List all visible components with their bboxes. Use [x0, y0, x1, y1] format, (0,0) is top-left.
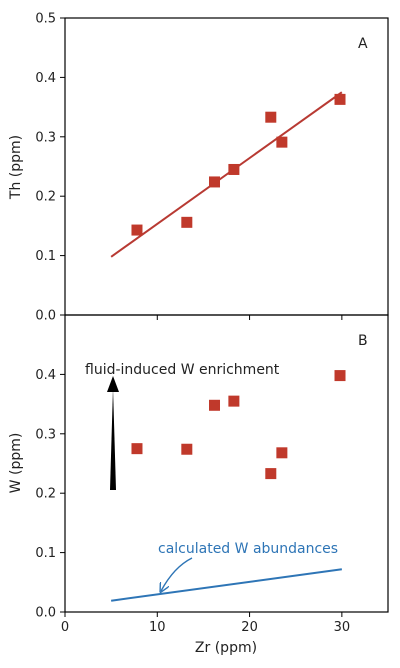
y-tick-label: 0.4 — [35, 368, 56, 383]
x-tick-label: 10 — [149, 620, 166, 635]
calculated-pointer-arrow — [161, 557, 193, 591]
panel-b-y-axis-label: W (ppm) — [8, 433, 24, 494]
y-tick-label: 0.3 — [35, 427, 56, 442]
panel-b-label: B — [358, 333, 368, 349]
x-tick-label: 0 — [61, 620, 69, 635]
y-tick-label: 0.2 — [35, 190, 56, 205]
panel-b-x-ticks: 0 10 20 30 — [61, 612, 350, 635]
data-point — [181, 216, 193, 228]
panel-b-frame — [64, 314, 389, 613]
data-point — [228, 395, 240, 407]
data-point — [265, 111, 277, 123]
enrichment-arrowhead — [107, 376, 119, 392]
x-tick-label: 20 — [241, 620, 258, 635]
enrichment-arrow — [110, 388, 116, 490]
enrichment-annotation: fluid-induced W enrichment — [85, 362, 280, 378]
data-point — [276, 136, 288, 148]
y-tick-label: 0.4 — [35, 71, 56, 86]
data-point — [265, 468, 277, 480]
y-tick-label: 0.0 — [35, 606, 56, 621]
fit-line — [110, 91, 343, 258]
panel-b-points — [131, 370, 346, 480]
y-tick-label: 0.5 — [35, 12, 56, 27]
data-point — [228, 163, 240, 175]
y-tick-label: 0.3 — [35, 130, 56, 145]
y-tick-label: 0.1 — [35, 249, 56, 264]
y-tick-label: 0.0 — [35, 309, 56, 324]
data-point — [209, 176, 221, 188]
data-point — [131, 224, 143, 236]
data-point — [209, 399, 221, 411]
calculated-w-line — [111, 568, 342, 602]
panel-a-frame — [64, 17, 389, 316]
panel-b-y-ticks: 0.0 0.1 0.2 0.3 0.4 — [35, 368, 65, 621]
panel-a-y-axis-label: Th (ppm) — [8, 135, 24, 200]
calculated-annotation: calculated W abundances — [158, 541, 338, 557]
y-tick-label: 0.2 — [35, 487, 56, 502]
panel-a: 0.0 0.1 0.2 0.3 0.4 0.5 A Th (ppm) — [8, 12, 389, 324]
panel-a-y-ticks: 0.0 0.1 0.2 0.3 0.4 0.5 — [35, 12, 65, 324]
data-point — [181, 443, 193, 455]
panel-b: 0.0 0.1 0.2 0.3 0.4 0 10 20 30 fluid-induced W … — [8, 314, 389, 656]
y-tick-label: 0.1 — [35, 546, 56, 561]
data-point — [334, 370, 346, 382]
x-tick-label: 30 — [334, 620, 351, 635]
panel-a-label: A — [358, 36, 368, 52]
panel-a-x-ticks — [64, 315, 343, 320]
panel-a-points — [131, 93, 346, 236]
data-point — [131, 443, 143, 455]
data-point — [334, 93, 346, 105]
data-point — [276, 447, 288, 459]
x-axis-label: Zr (ppm) — [195, 640, 257, 656]
